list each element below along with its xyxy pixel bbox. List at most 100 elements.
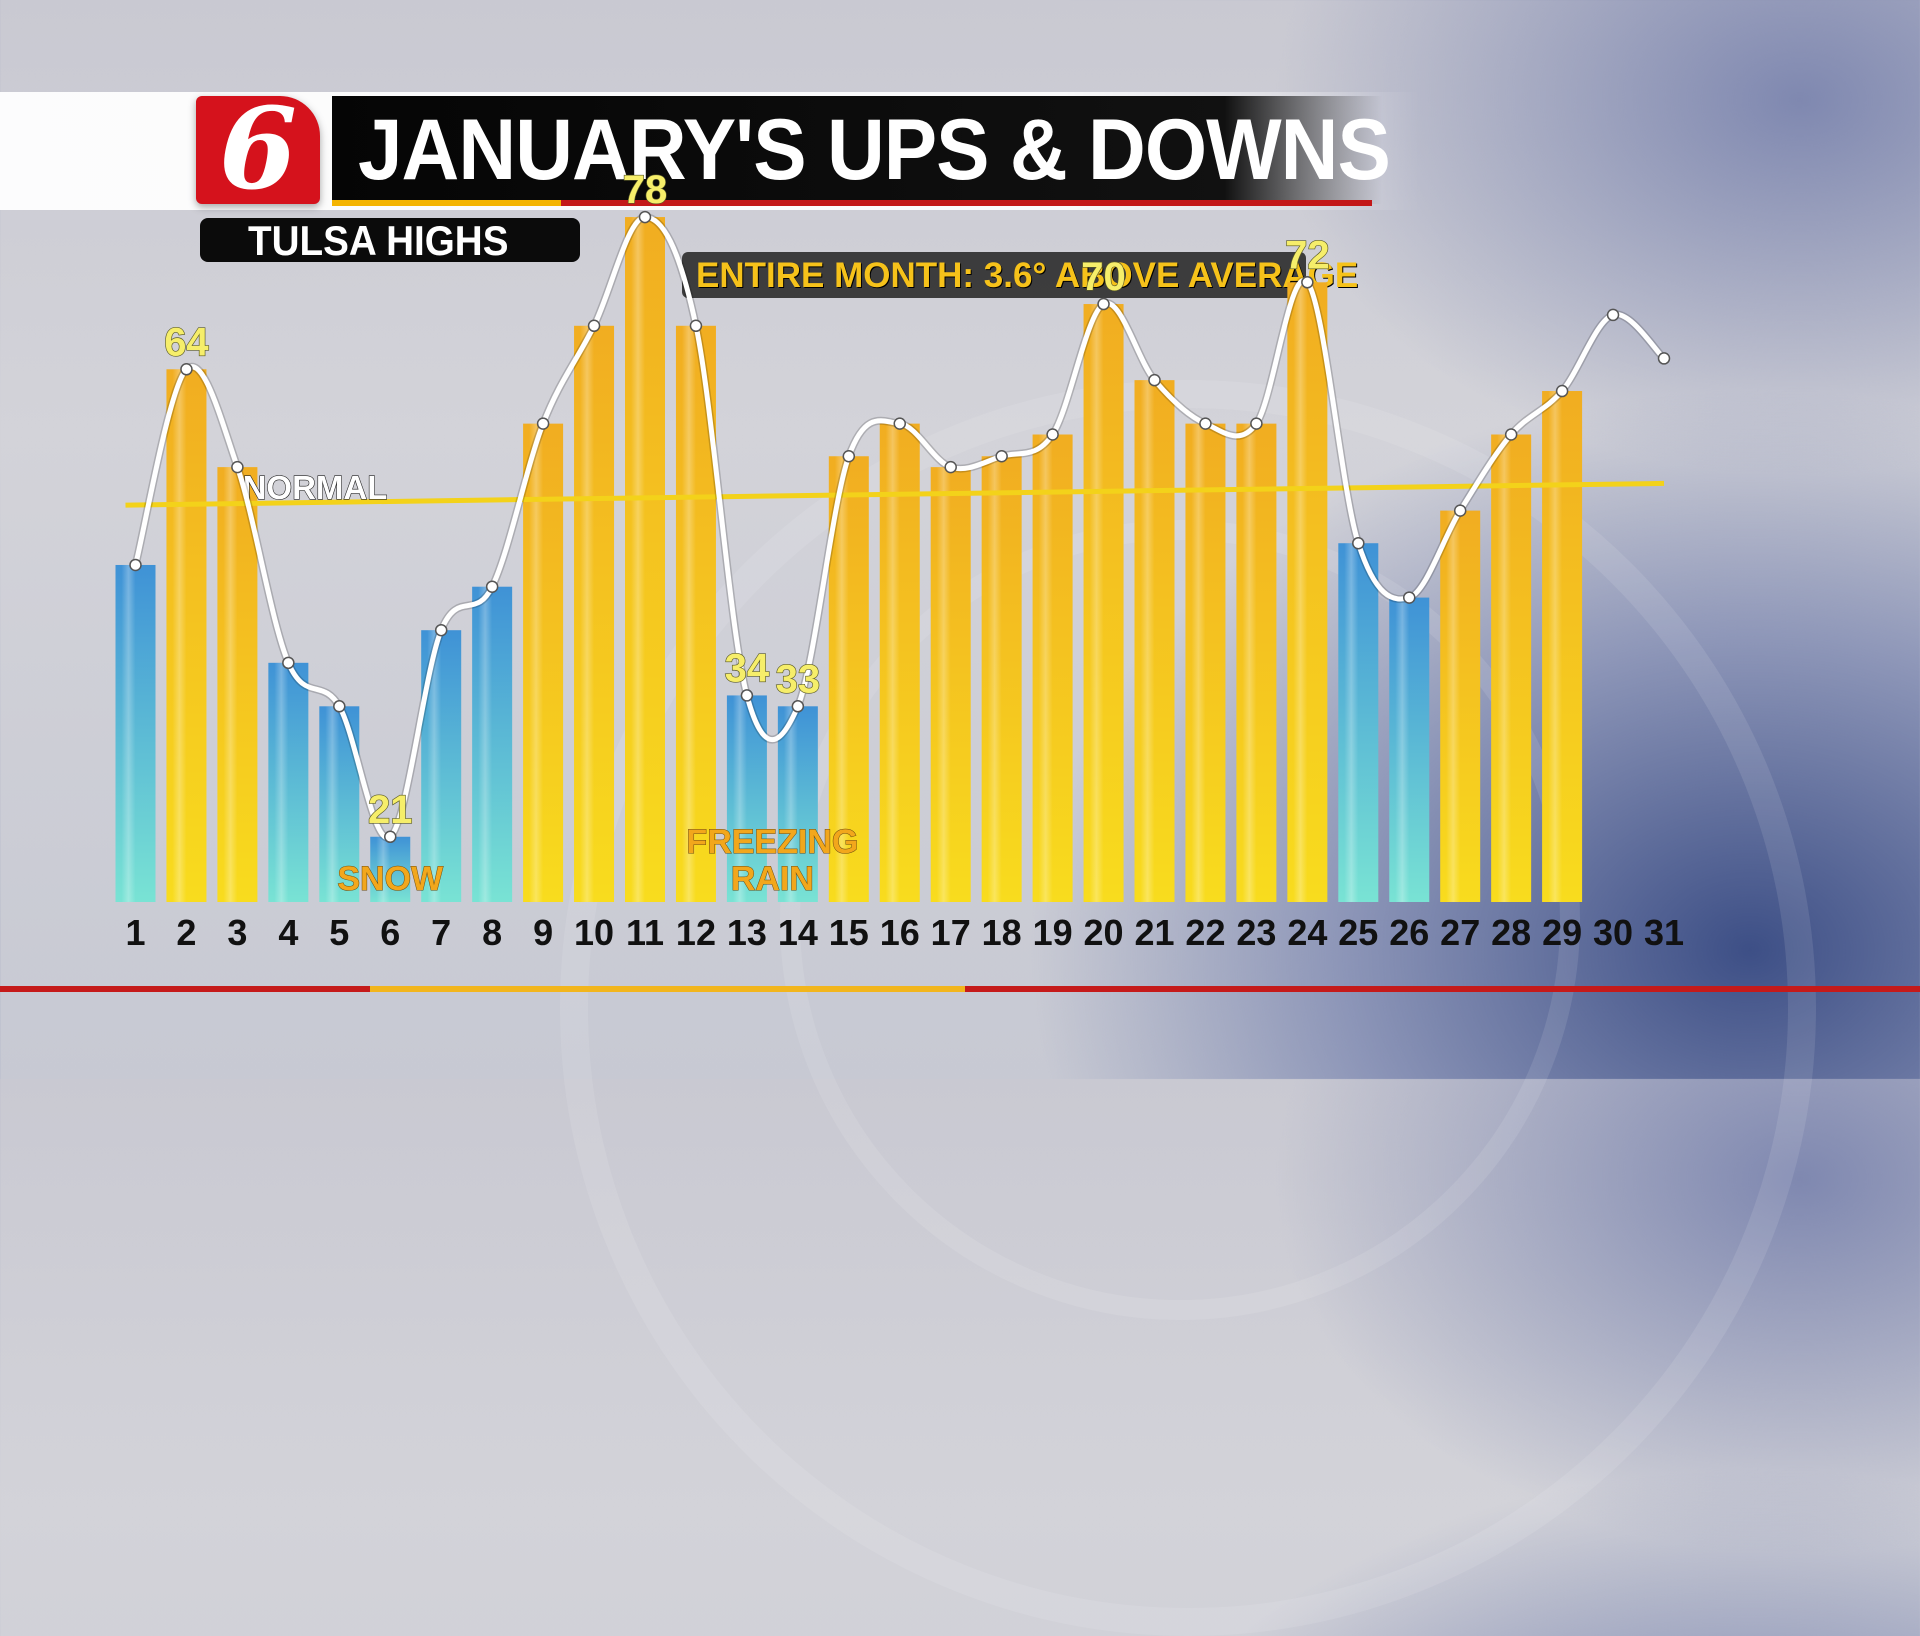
x-tick-15: 15 — [829, 912, 869, 953]
x-tick-9: 9 — [533, 912, 553, 953]
line-point-day-29 — [1555, 384, 1569, 398]
summary-banner — [682, 252, 1306, 298]
line-point-day-22 — [1199, 417, 1212, 430]
x-tick-27: 27 — [1440, 912, 1480, 953]
line-point-day-26 — [1403, 591, 1416, 604]
value-label-day-20: 70 — [1081, 255, 1126, 299]
x-tick-24: 24 — [1287, 912, 1327, 953]
line-point-day-8 — [485, 580, 499, 593]
title-box — [332, 96, 1382, 204]
x-tick-28: 28 — [1491, 912, 1531, 953]
normal-line-label: NORMAL — [243, 469, 388, 506]
line-point-day-28 — [1504, 428, 1518, 441]
line-point-day-13 — [740, 689, 754, 702]
line-point-day-14 — [791, 700, 805, 713]
x-tick-22: 22 — [1185, 912, 1225, 953]
line-point-day-7 — [434, 623, 448, 637]
bar-shine-day-6 — [376, 836, 391, 902]
bar-shine-day-19 — [1038, 434, 1053, 902]
bar-shine-day-29 — [1548, 391, 1563, 902]
x-tick-10: 10 — [574, 912, 614, 953]
bar-shine-day-28 — [1497, 434, 1512, 902]
line-point-day-24 — [1301, 276, 1314, 289]
page-title: JANUARY'S UPS & DOWNS — [358, 102, 1391, 198]
normal-line — [125, 480, 1665, 508]
line-point-day-12 — [689, 319, 703, 333]
x-tick-14: 14 — [778, 912, 818, 953]
bar-shine-day-7 — [427, 630, 442, 902]
bar-shine-day-24 — [1293, 282, 1308, 902]
line-point-day-4 — [282, 656, 295, 670]
summary-banner-text: ENTIRE MONTH: 3.6° ABOVE AVERAGE — [696, 256, 1359, 295]
bar-shine-day-8 — [478, 586, 493, 902]
annotation-0-line-0: SNOW — [337, 860, 444, 898]
x-axis-ticks: 1 2 3 4 5 6 7 8 9 10 11 12 13 14 15 16 17 18 19 20 21 22 23 24 2… — [125, 912, 1684, 953]
value-label-day-13: 34 — [725, 646, 770, 690]
x-tick-8: 8 — [482, 912, 502, 953]
bar-shine-day-10 — [580, 325, 595, 902]
bar-shine-day-1 — [121, 564, 136, 902]
bar-shine-day-15 — [834, 456, 849, 902]
x-tick-11: 11 — [626, 912, 664, 953]
line-point-day-19 — [1046, 428, 1059, 441]
bar-shine-day-20 — [1089, 304, 1104, 902]
x-tick-12: 12 — [676, 912, 716, 953]
bar-shine-day-25 — [1344, 543, 1359, 902]
normal-line-group: NORMAL — [125, 469, 1665, 508]
x-tick-18: 18 — [982, 912, 1022, 953]
line-point-day-30 — [1606, 308, 1620, 322]
x-tick-7: 7 — [431, 912, 451, 953]
line-point-day-17 — [944, 460, 957, 474]
value-label-day-14: 33 — [776, 657, 821, 701]
line-point-day-21 — [1148, 373, 1161, 387]
x-tick-29: 29 — [1542, 912, 1582, 953]
bar-series — [115, 217, 1583, 903]
bar-shine-day-22 — [1191, 423, 1206, 902]
bar-shine-day-13 — [732, 695, 747, 902]
x-tick-20: 20 — [1084, 912, 1124, 953]
annotation-1-line-1: RAIN — [731, 860, 814, 898]
line-point-day-15 — [842, 450, 856, 463]
logo-numeral: 6 — [219, 84, 297, 215]
line-point-day-6 — [384, 830, 397, 844]
line-point-day-5 — [333, 700, 346, 713]
line-point-day-2 — [180, 363, 193, 376]
bar-shine-day-11 — [631, 217, 645, 903]
bar-shine-day-17 — [936, 467, 951, 902]
x-tick-25: 25 — [1338, 912, 1378, 953]
x-tick-17: 17 — [931, 912, 971, 953]
line-point-day-11 — [638, 210, 652, 224]
bar-shine-day-5 — [325, 706, 340, 902]
bar-shine-day-18 — [987, 456, 1002, 902]
bar-shine-day-14 — [783, 706, 798, 902]
bar-shine-day-2 — [172, 369, 187, 903]
x-tick-1: 1 — [125, 912, 145, 953]
chart-subtitle: TULSA HIGHS — [248, 217, 509, 264]
line-point-day-31 — [1657, 352, 1671, 365]
bar-shine-day-27 — [1446, 510, 1461, 902]
x-tick-23: 23 — [1236, 912, 1276, 953]
x-tick-13: 13 — [727, 912, 767, 953]
line-point-day-10 — [587, 319, 601, 333]
x-tick-19: 19 — [1033, 912, 1073, 953]
value-label-day-2: 64 — [164, 320, 209, 364]
bottom-rule-accent — [370, 986, 965, 992]
line-point-day-16 — [893, 417, 906, 430]
x-tick-2: 2 — [176, 912, 196, 953]
x-tick-26: 26 — [1389, 912, 1429, 953]
channel-6-logo: 6 — [196, 88, 320, 212]
x-tick-5: 5 — [329, 912, 349, 953]
bar-shine-day-9 — [529, 423, 544, 902]
value-label-day-6: 21 — [368, 788, 413, 832]
value-label-day-24: 72 — [1285, 233, 1330, 277]
line-point-day-3 — [231, 460, 244, 474]
bar-shine-day-16 — [885, 423, 900, 902]
x-tick-6: 6 — [380, 912, 400, 953]
subtitle-box — [200, 218, 580, 262]
temperature-line-group — [129, 210, 1671, 844]
bar-shine-day-4 — [274, 662, 289, 902]
x-tick-21: 21 — [1134, 912, 1174, 953]
bar-shine-day-3 — [223, 467, 238, 902]
bar-shine-day-23 — [1242, 423, 1257, 902]
